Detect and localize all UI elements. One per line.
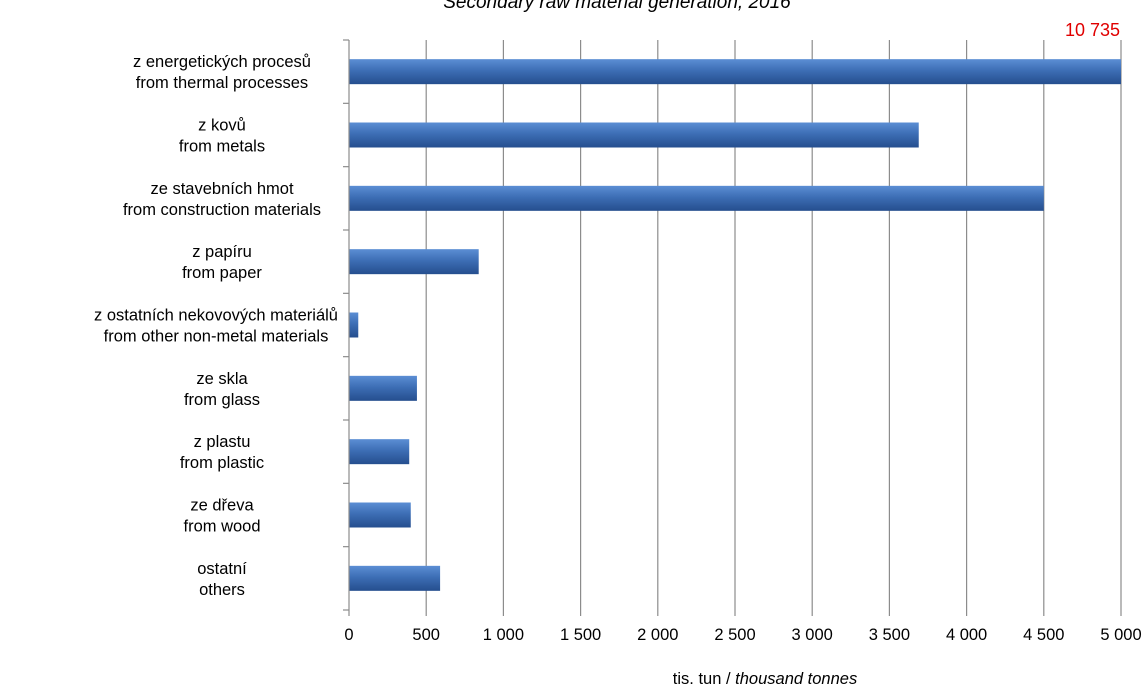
bar bbox=[349, 375, 417, 401]
x-tick-label: 4 500 bbox=[1023, 626, 1064, 644]
bar bbox=[349, 565, 441, 591]
x-axis-title-en: thousand tonnes bbox=[735, 670, 857, 688]
category-label: ze stavebních hmot from construction mate… bbox=[123, 180, 321, 219]
category-label-line: from metals bbox=[179, 138, 265, 156]
labels: 0 500 1 000 1 500 2 000 2 500 3 000 3 500 4 000 4… bbox=[94, 53, 1142, 644]
category-label-line: from plastic bbox=[180, 454, 264, 472]
category-label: z papíru from paper bbox=[182, 243, 262, 282]
x-axis-title-cz: tis. tun bbox=[673, 670, 722, 688]
category-label-line: from other non-metal materials bbox=[104, 328, 329, 346]
x-tick-label: 1 000 bbox=[483, 626, 524, 644]
x-tick-label: 3 000 bbox=[792, 626, 833, 644]
category-label-line: ze skla bbox=[196, 370, 248, 388]
bar bbox=[349, 502, 411, 528]
bar bbox=[349, 249, 479, 275]
bar bbox=[349, 59, 1121, 85]
x-axis-title-separator: / bbox=[721, 670, 735, 688]
overflow-value-label: 10 735 bbox=[1065, 20, 1120, 40]
category-label-line: from construction materials bbox=[123, 201, 321, 219]
x-tick-label: 2 500 bbox=[714, 626, 755, 644]
category-label-line: others bbox=[199, 581, 245, 599]
axes bbox=[343, 39, 1122, 616]
bar bbox=[349, 185, 1044, 211]
category-label-line: z kovů bbox=[198, 117, 246, 135]
category-label-line: z plastu bbox=[194, 433, 251, 451]
category-label-line: from thermal processes bbox=[136, 74, 308, 92]
category-label: z kovů from metals bbox=[179, 117, 265, 156]
category-label-line: from paper bbox=[182, 264, 262, 282]
bars bbox=[349, 59, 1121, 591]
x-axis-title: tis. tun / thousand tonnes bbox=[673, 670, 857, 688]
x-tick-label: 500 bbox=[412, 626, 440, 644]
chart-title: Secondary raw material generation, 2016 bbox=[443, 0, 791, 13]
bar bbox=[349, 312, 359, 338]
category-label: ze dřeva from wood bbox=[183, 497, 260, 536]
category-label-line: z ostatních nekovových materiálů bbox=[94, 307, 338, 325]
x-tick-label: 1 500 bbox=[560, 626, 601, 644]
category-label: ze skla from glass bbox=[184, 370, 260, 409]
x-tick-label: 3 500 bbox=[869, 626, 910, 644]
category-label-line: ze dřeva bbox=[190, 497, 254, 515]
category-label: z ostatních nekovových materiálů from oth… bbox=[94, 307, 338, 346]
category-label: z energetických procesů from thermal proc… bbox=[133, 53, 311, 92]
category-label-line: from wood bbox=[183, 518, 260, 536]
x-tick-label: 5 000 bbox=[1100, 626, 1141, 644]
category-label-line: ostatní bbox=[197, 560, 247, 578]
category-label-line: from glass bbox=[184, 391, 260, 409]
category-label-line: z papíru bbox=[192, 243, 252, 261]
category-label-line: z energetických procesů bbox=[133, 53, 311, 71]
bar bbox=[349, 122, 919, 148]
category-label: z plastu from plastic bbox=[180, 433, 264, 472]
category-label-line: ze stavebních hmot bbox=[150, 180, 293, 198]
x-tick-label: 2 000 bbox=[637, 626, 678, 644]
x-tick-label: 0 bbox=[344, 626, 353, 644]
bar bbox=[349, 439, 410, 465]
x-tick-label: 4 000 bbox=[946, 626, 987, 644]
category-label: ostatní others bbox=[197, 560, 247, 599]
